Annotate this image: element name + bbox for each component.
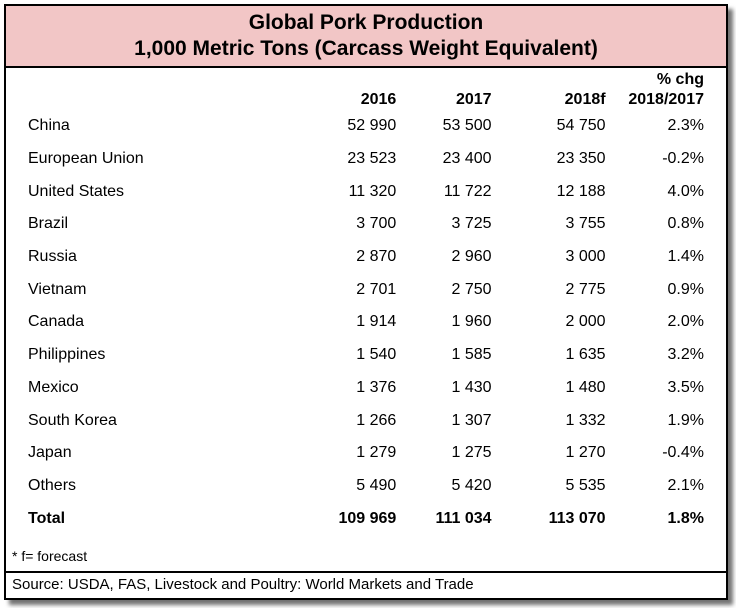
table-title: Global Pork Production [248, 11, 484, 34]
value-2017-cell: 11 722 [443, 182, 492, 200]
value-2018f-cell: 1 635 [565, 346, 606, 364]
value-2016-cell: 1 376 [356, 378, 397, 396]
pork-production-table-card: Global Pork Production 1,000 Metric Tons… [4, 4, 728, 600]
pct-change-cell: 3.5% [667, 378, 704, 396]
country-cell: European Union [28, 150, 144, 168]
country-cell: Brazil [28, 215, 69, 233]
value-2016-cell: 1 266 [356, 411, 397, 429]
country-cell: Others [28, 476, 77, 494]
value-2018f-cell: 54 750 [556, 117, 606, 135]
column-header-row: 2016 2017 2018f % chg 2018/2017 [6, 70, 726, 110]
value-2018f-cell: 3 755 [565, 215, 606, 233]
table-subtitle: 1,000 Metric Tons (Carcass Weight Equiva… [134, 37, 598, 60]
country-cell: Mexico [28, 378, 79, 396]
value-2016-cell: 1 914 [356, 313, 397, 331]
table-row: Mexico 1 376 1 430 1 480 3.5% [6, 372, 726, 405]
value-2017-cell: 1 307 [451, 411, 492, 429]
value-2017-cell: 1 585 [451, 346, 492, 364]
value-2016-cell: 52 990 [347, 117, 397, 135]
value-2017-cell: 111 034 [435, 509, 492, 527]
table-row: Others 5 490 5 420 5 535 2.1% [6, 470, 726, 503]
value-2017-cell: 5 420 [451, 476, 492, 494]
country-column-header [6, 70, 286, 110]
value-2016-cell: 1 279 [356, 444, 397, 462]
production-table: 2016 2017 2018f % chg 2018/2017 China 52 … [6, 70, 726, 535]
value-2017-cell: 1 430 [451, 378, 492, 396]
total-row: Total 109 969 111 034 113 070 1.8% [6, 502, 726, 535]
country-cell: China [28, 117, 70, 135]
value-2017-cell: 53 500 [442, 117, 492, 135]
value-2018f-cell: 1 332 [565, 411, 606, 429]
table-row: China 52 990 53 500 54 750 2.3% [6, 110, 726, 143]
forecast-footnote: * f= forecast [12, 548, 88, 564]
table-row: Japan 1 279 1 275 1 270 -0.4% [6, 437, 726, 470]
country-cell: Canada [28, 313, 85, 331]
value-2018f-cell: 113 070 [548, 509, 606, 527]
pct-change-cell: -0.2% [662, 150, 704, 168]
table-row: European Union 23 523 23 400 23 350 -0.2% [6, 143, 726, 176]
source-divider [6, 571, 726, 573]
pct-change-cell: 1.8% [667, 509, 704, 527]
value-2016-cell: 11 320 [348, 182, 397, 200]
value-2016-cell: 23 523 [347, 150, 397, 168]
country-cell: United States [28, 182, 125, 200]
pct-change-cell: 0.9% [667, 280, 704, 298]
country-cell: Russia [28, 248, 77, 266]
country-cell: Philippines [28, 346, 106, 364]
value-2016-cell: 2 701 [356, 280, 397, 298]
country-cell: South Korea [28, 411, 117, 429]
table-row: Russia 2 870 2 960 3 000 1.4% [6, 241, 726, 274]
pct-change-cell: 1.9% [667, 411, 704, 429]
column-header-2017: 2017 [455, 91, 492, 108]
column-header-pct-change: % chg 2018/2017 [606, 70, 726, 110]
value-2016-cell: 2 870 [356, 248, 397, 266]
value-2018f-cell: 1 480 [565, 378, 606, 396]
value-2017-cell: 3 725 [451, 215, 492, 233]
pct-change-cell: 3.2% [667, 346, 704, 364]
value-2017-cell: 1 960 [451, 313, 492, 331]
value-2016-cell: 3 700 [356, 215, 397, 233]
source-note: Source: USDA, FAS, Livestock and Poultry… [12, 576, 474, 593]
value-2016-cell: 1 540 [356, 346, 397, 364]
column-header-2018f: 2018f [564, 91, 606, 108]
pct-change-cell: 2.0% [667, 313, 704, 331]
value-2017-cell: 23 400 [442, 150, 492, 168]
column-header-2016: 2016 [360, 91, 397, 108]
pct-change-cell: 1.4% [667, 248, 704, 266]
pct-change-cell: 0.8% [667, 215, 704, 233]
value-2018f-cell: 12 188 [556, 182, 606, 200]
value-2016-cell: 5 490 [356, 476, 397, 494]
table-row: Vietnam 2 701 2 750 2 775 0.9% [6, 273, 726, 306]
table-header-banner: Global Pork Production 1,000 Metric Tons… [6, 6, 726, 68]
value-2016-cell: 109 969 [338, 509, 397, 527]
table-row: South Korea 1 266 1 307 1 332 1.9% [6, 404, 726, 437]
value-2018f-cell: 2 775 [565, 280, 606, 298]
country-cell: Japan [28, 444, 72, 462]
table-row: Canada 1 914 1 960 2 000 2.0% [6, 306, 726, 339]
value-2018f-cell: 2 000 [565, 313, 606, 331]
country-cell: Total [28, 509, 66, 527]
value-2017-cell: 2 750 [451, 280, 492, 298]
pct-change-header-line1: % chg [656, 71, 704, 88]
value-2017-cell: 2 960 [451, 248, 492, 266]
table-row: Brazil 3 700 3 725 3 755 0.8% [6, 208, 726, 241]
table-row: United States 11 320 11 722 12 188 4.0% [6, 175, 726, 208]
value-2018f-cell: 23 350 [556, 150, 606, 168]
table-row: Philippines 1 540 1 585 1 635 3.2% [6, 339, 726, 372]
pct-change-cell: -0.4% [662, 444, 704, 462]
pct-change-cell: 2.3% [667, 117, 704, 135]
country-cell: Vietnam [28, 280, 87, 298]
pct-change-cell: 4.0% [667, 182, 704, 200]
value-2018f-cell: 5 535 [565, 476, 606, 494]
value-2018f-cell: 3 000 [565, 248, 606, 266]
value-2017-cell: 1 275 [451, 444, 492, 462]
value-2018f-cell: 1 270 [565, 444, 606, 462]
pct-change-cell: 2.1% [667, 476, 704, 494]
pct-change-header-line2: 2018/2017 [628, 91, 704, 108]
